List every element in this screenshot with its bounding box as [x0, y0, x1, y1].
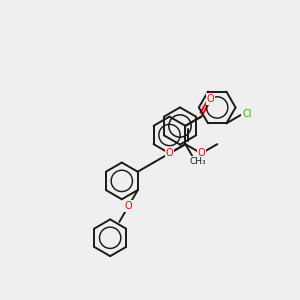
Text: O: O: [197, 148, 205, 158]
Text: Cl: Cl: [242, 109, 251, 119]
Text: O: O: [125, 201, 132, 211]
Text: CH₃: CH₃: [190, 157, 206, 166]
Text: O: O: [166, 148, 173, 158]
Text: O: O: [207, 94, 214, 104]
